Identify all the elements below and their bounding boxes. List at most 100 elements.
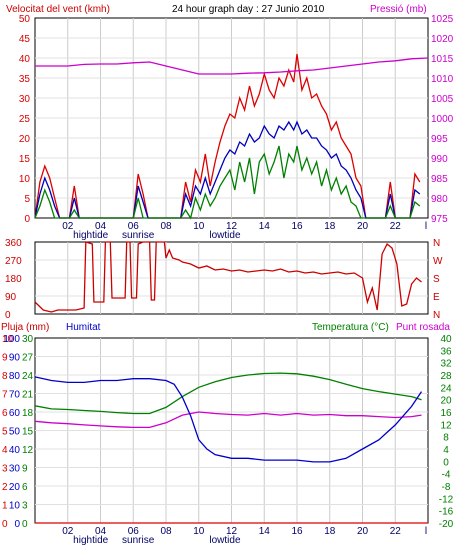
temp-tick-label: 0 [443, 457, 449, 468]
top-event-hightide: hightide [73, 230, 108, 241]
rain-tick-label: 3 [2, 464, 8, 475]
top-x-tick-label: 10 [193, 221, 205, 232]
bot-x-tick-label: 04 [95, 526, 107, 537]
left-temp-tick-label: 30 [22, 334, 34, 345]
wind-pressure-chart: 0510152025303540455097598098599099510001… [19, 14, 454, 241]
compass-label: N [433, 238, 440, 249]
temp-tick-label: -8 [442, 482, 451, 493]
temp-tick-label: 24 [440, 383, 452, 394]
wind-tick-label: 50 [19, 14, 31, 25]
top-x-tick-label: 20 [357, 221, 369, 232]
temp-tick-label: 8 [443, 433, 449, 444]
top-x-tick-label: 18 [324, 221, 336, 232]
pressure-tick-label: 980 [431, 194, 448, 205]
wind-tick-label: 40 [19, 54, 31, 65]
pressure-tick-label: 990 [431, 154, 448, 165]
bot-x-tick-label: 12 [226, 526, 238, 537]
pressure-tick-label: 1015 [431, 54, 454, 65]
bot-x-tick-label: 06 [128, 526, 140, 537]
humidity-tick-label: 70 [9, 390, 21, 401]
wind-speed-label: Velocitat del vent (kmh) [6, 4, 110, 15]
rain-tick-label: 1 [2, 501, 8, 512]
direction-tick-label: 270 [5, 256, 22, 267]
pressure-tick-label: 1025 [431, 14, 454, 25]
bot-event-sunrise: sunrise [122, 535, 155, 546]
compass-label: E [433, 292, 440, 303]
top-x-tick-label: 02 [62, 221, 74, 232]
bot-x-tick-label: 02 [62, 526, 74, 537]
top-x-tick-label: l [425, 221, 427, 232]
direction-tick-label: 0 [5, 310, 11, 321]
left-temp-tick-label: 27 [22, 353, 34, 364]
top-x-tick-label: 22 [390, 221, 402, 232]
pressure-tick-label: 975 [431, 214, 448, 225]
humidity-label: Humitat [66, 322, 101, 333]
left-temp-tick-label: 21 [22, 390, 34, 401]
pressure-tick-label: 985 [431, 174, 448, 185]
temp-tick-label: 4 [443, 445, 449, 456]
rain-tick-label: 2 [2, 482, 8, 493]
humidity-tick-label: 90 [9, 353, 21, 364]
pressure-tick-label: 1000 [431, 114, 454, 125]
bot-x-tick-label: 08 [160, 526, 172, 537]
top-x-tick-label: 06 [128, 221, 140, 232]
wind-tick-label: 5 [24, 194, 30, 205]
rain-tick-label: 10 [2, 334, 14, 345]
dewpoint-label: Punt rosada [396, 322, 450, 333]
temp-tick-label: -12 [439, 494, 454, 505]
pressure-tick-label: 1020 [431, 34, 454, 45]
wind-tick-label: 30 [19, 94, 31, 105]
humidity-tick-label: 40 [9, 445, 21, 456]
series-humidity-line [34, 376, 423, 463]
temp-tick-label: 20 [440, 396, 452, 407]
pressure-label: Pressió (mb) [370, 4, 427, 15]
rain-tick-label: 9 [2, 353, 8, 364]
left-temp-tick-label: 24 [22, 371, 34, 382]
wind-tick-label: 20 [19, 134, 31, 145]
wind-tick-label: 15 [19, 154, 31, 165]
compass-label: S [433, 274, 440, 285]
wind-tick-label: 10 [19, 174, 31, 185]
wind-tick-label: 35 [19, 74, 31, 85]
pressure-tick-label: 1005 [431, 94, 454, 105]
temp-tick-label: 40 [440, 334, 452, 345]
left-temp-tick-label: 0 [22, 519, 28, 530]
top-x-tick-label: 14 [259, 221, 271, 232]
pressure-tick-label: 1010 [431, 74, 454, 85]
bot-x-tick-label: 22 [390, 526, 402, 537]
wind-tick-label: 25 [19, 114, 31, 125]
temp-tick-label: -4 [442, 470, 451, 481]
rain-tick-label: 5 [2, 427, 8, 438]
top-event-lowtide: lowtide [209, 230, 241, 241]
direction-tick-label: 90 [5, 292, 17, 303]
left-temp-tick-label: 15 [22, 427, 34, 438]
bot-event-lowtide: lowtide [209, 535, 241, 546]
series-direction-line [34, 241, 422, 313]
wind-tick-label: 0 [24, 214, 30, 225]
bot-x-tick-label: 20 [357, 526, 369, 537]
compass-label: N [433, 310, 440, 321]
rain-tick-label: 6 [2, 408, 8, 419]
humidity-tick-label: 80 [9, 371, 21, 382]
humidity-tick-label: 60 [9, 408, 21, 419]
left-temp-tick-label: 9 [22, 464, 28, 475]
temp-tick-label: 36 [440, 346, 452, 357]
pressure-tick-label: 995 [431, 134, 448, 145]
humidity-tick-label: 100 [3, 334, 20, 345]
top-x-tick-label: 04 [95, 221, 107, 232]
wind-tick-label: 45 [19, 34, 31, 45]
temperature-humidity-chart: 0123456789100102030405060708090100036912… [2, 334, 454, 546]
direction-tick-label: 360 [5, 238, 22, 249]
humidity-tick-label: 30 [9, 464, 21, 475]
left-temp-tick-label: 18 [22, 408, 34, 419]
rain-tick-label: 8 [2, 371, 8, 382]
rain-tick-label: 4 [2, 445, 8, 456]
humidity-tick-label: 50 [9, 427, 21, 438]
humidity-tick-label: 10 [9, 501, 21, 512]
bot-x-tick-label: 16 [291, 526, 303, 537]
rain-tick-label: 7 [2, 390, 8, 401]
series-temperature-line [34, 372, 422, 415]
series-min-line [34, 145, 421, 220]
